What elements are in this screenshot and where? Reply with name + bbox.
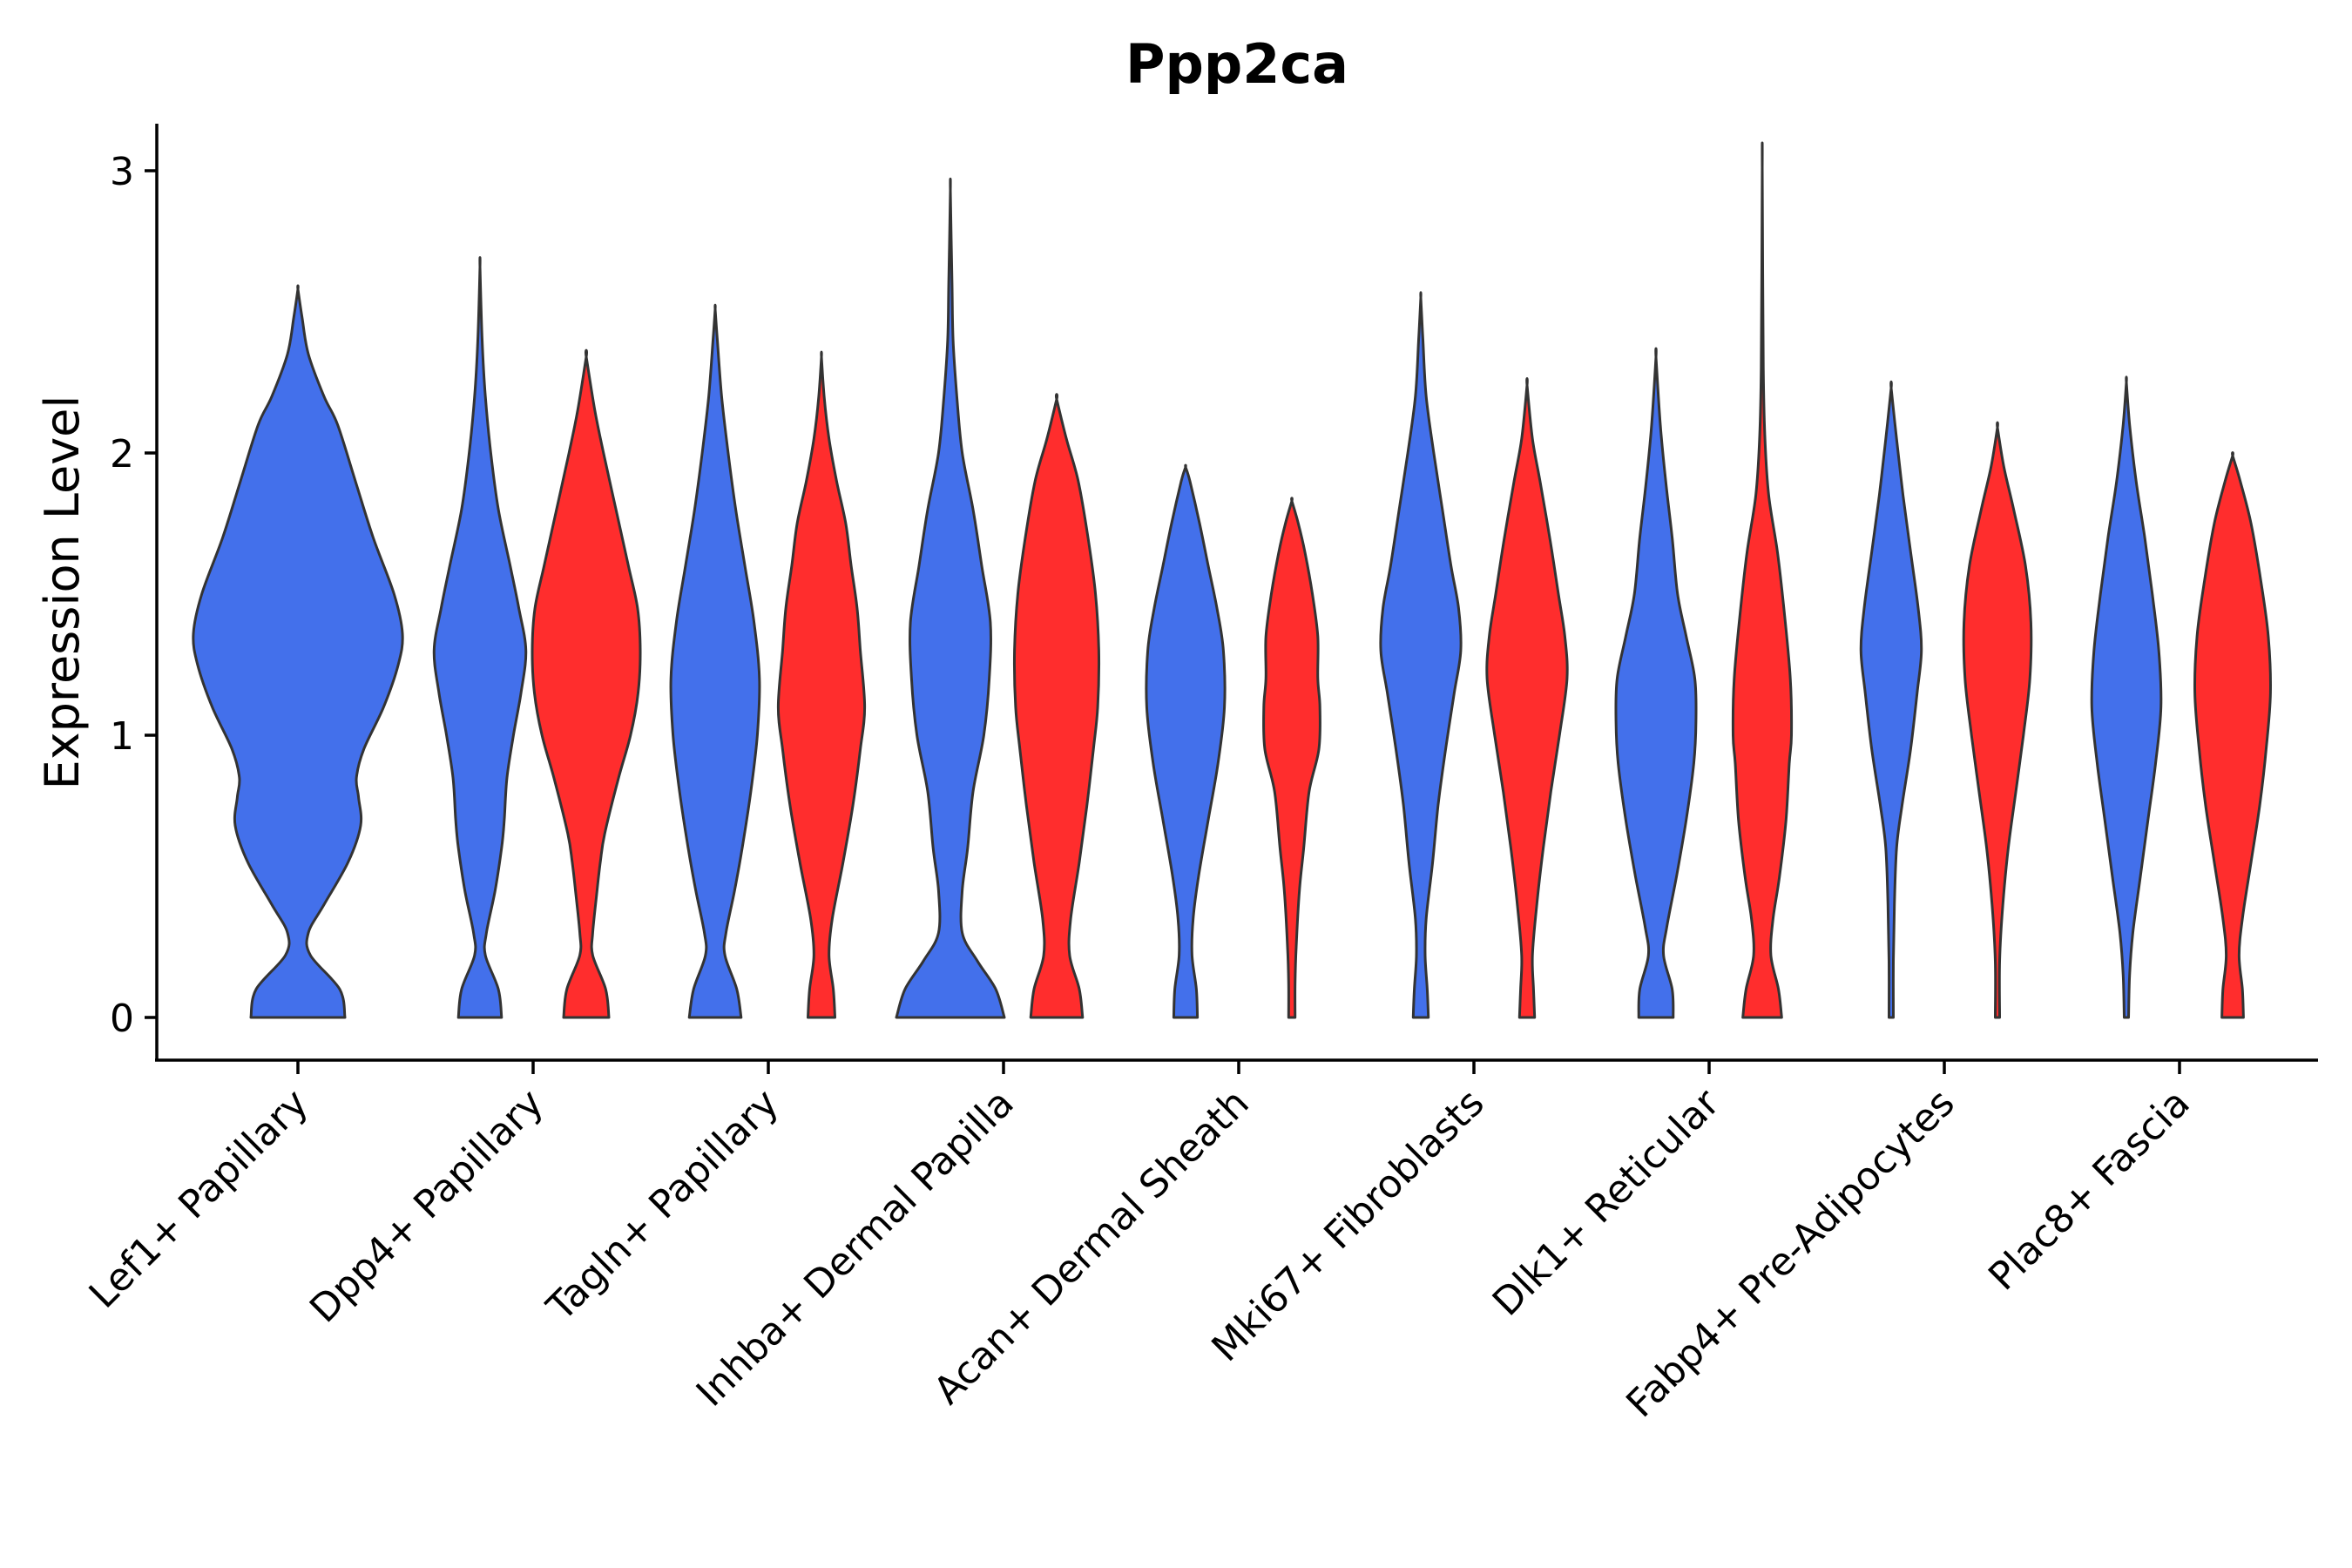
y-tick-label: 3 xyxy=(110,150,134,194)
violin-5-group-2 xyxy=(1262,497,1321,1019)
x-tick-label: Dlk1+ Reticular xyxy=(1484,1080,1729,1325)
x-tick-label: Lef1+ Papillary xyxy=(81,1081,317,1317)
y-axis-label: Expression Level xyxy=(35,395,90,790)
violin-group xyxy=(192,141,2272,1019)
x-tick-label: Mki67+ Fibroblasts xyxy=(1203,1081,1492,1370)
violin-3-group-2 xyxy=(776,350,867,1019)
violin-5-group-1 xyxy=(1145,463,1227,1019)
violin-8-group-2 xyxy=(1962,421,2033,1019)
violin-4-group-1 xyxy=(895,177,1006,1019)
violin-6-group-1 xyxy=(1379,291,1463,1019)
axes xyxy=(155,124,2318,1062)
violin-2-group-1 xyxy=(432,256,528,1019)
violin-9-group-2 xyxy=(2193,451,2272,1019)
violin-3-group-1 xyxy=(669,303,761,1019)
y-ticks: 0 1 2 3 xyxy=(110,150,157,1041)
y-tick-label: 2 xyxy=(110,432,134,476)
y-tick-label: 1 xyxy=(110,714,134,759)
x-tick-label: Plac8+ Fascia xyxy=(1980,1081,2199,1300)
violin-4-group-2 xyxy=(1012,393,1101,1019)
violin-7-group-1 xyxy=(1614,347,1698,1019)
chart-title: Ppp2ca xyxy=(1125,32,1348,96)
violin-1-group-1 xyxy=(192,284,404,1019)
violin-9-group-1 xyxy=(2090,375,2163,1019)
violin-6-group-2 xyxy=(1485,377,1569,1019)
x-tick-label: Dpp4+ Papillary xyxy=(301,1081,552,1332)
x-tick-label: Tagln+ Papillary xyxy=(538,1081,787,1330)
y-tick-label: 0 xyxy=(110,997,134,1041)
violin-2-group-2 xyxy=(531,348,642,1019)
violin-7-group-2 xyxy=(1731,141,1794,1019)
violin-8-group-1 xyxy=(1859,380,1923,1019)
